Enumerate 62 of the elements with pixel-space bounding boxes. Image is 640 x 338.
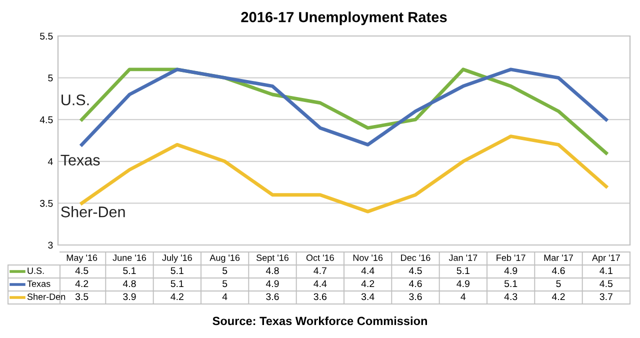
text: U.S. — [62, 94, 89, 106]
y-tick-label: 4.5 — [40, 116, 53, 124]
data-label: 3.5 — [75, 293, 88, 300]
data-label: 4.7 — [314, 267, 326, 274]
x-tick-label: Feb '17 — [496, 254, 526, 261]
data-label: 3.6 — [314, 293, 326, 300]
data-label: 4.5 — [408, 267, 422, 274]
data-label: 5 — [556, 280, 561, 288]
data-label: 4.3 — [504, 293, 518, 300]
data-label: 4.6 — [408, 280, 422, 288]
data-label: 4.4 — [361, 267, 374, 274]
x-tick-label: Mar '17 — [544, 254, 573, 261]
x-tick-label: Nov '16 — [353, 254, 383, 261]
data-label: 3.6 — [409, 293, 422, 300]
x-tick-label: July '16 — [162, 254, 192, 263]
data-label: 4.6 — [552, 267, 565, 274]
data-label: 4.5 — [75, 267, 88, 274]
x-tick-label: Aug '16 — [210, 254, 240, 263]
data-label: 4.9 — [504, 267, 518, 274]
data-label: 5 — [222, 280, 228, 288]
data-label: 4.2 — [75, 280, 88, 288]
legend-label: Sher-Den — [27, 293, 66, 300]
data-label: 5.1 — [170, 267, 184, 274]
data-label: 4.8 — [122, 280, 136, 288]
data-label: 3.9 — [123, 293, 136, 300]
data-label: 4.5 — [600, 280, 613, 288]
data-label: 5.1 — [170, 280, 184, 288]
data-label: 4.4 — [314, 280, 327, 288]
chart-title: 2016-17 Unemployment Rates — [241, 12, 447, 26]
data-label: 3.6 — [266, 293, 279, 300]
data-label: 4.2 — [552, 293, 565, 300]
text: Texas — [60, 154, 100, 166]
data-label: 4.9 — [266, 280, 279, 288]
data-label: 4.2 — [170, 293, 184, 300]
data-label: 4.8 — [266, 267, 279, 274]
data-label: 5 — [222, 267, 228, 274]
y-tick-label: 3.5 — [40, 200, 53, 207]
data-label: 4 — [222, 293, 228, 300]
x-tick-label: Oct '16 — [306, 254, 334, 261]
legend-label: U.S. — [28, 268, 44, 274]
source-note: Source: Texas Workforce Commission — [212, 316, 427, 326]
x-tick-label: Dec '16 — [401, 254, 430, 261]
data-label: 4.9 — [456, 280, 470, 288]
x-tick-label: Apr '17 — [592, 254, 620, 263]
y-tick-label: 4 — [48, 158, 53, 165]
data-label: 4.2 — [361, 280, 374, 288]
data-label: 5.1 — [456, 267, 470, 274]
x-tick-label: Jan '17 — [448, 254, 478, 261]
data-label: 5.1 — [123, 267, 136, 274]
x-tick-label: Sept '16 — [256, 254, 289, 263]
data-label: 3.7 — [600, 293, 612, 300]
text: Sher-Den — [61, 206, 125, 218]
data-label: 5.1 — [504, 280, 518, 288]
legend-label: Texas — [27, 280, 50, 287]
y-tick-label: 5.5 — [40, 32, 53, 40]
y-tick-label: 3 — [48, 242, 53, 249]
data-label: 3.4 — [361, 293, 374, 300]
data-label: 4.1 — [600, 267, 612, 274]
x-tick-label: June '16 — [112, 254, 146, 261]
y-tick-label: 5 — [48, 74, 53, 82]
x-tick-label: May '16 — [66, 254, 98, 263]
data-label: 4 — [460, 293, 466, 300]
